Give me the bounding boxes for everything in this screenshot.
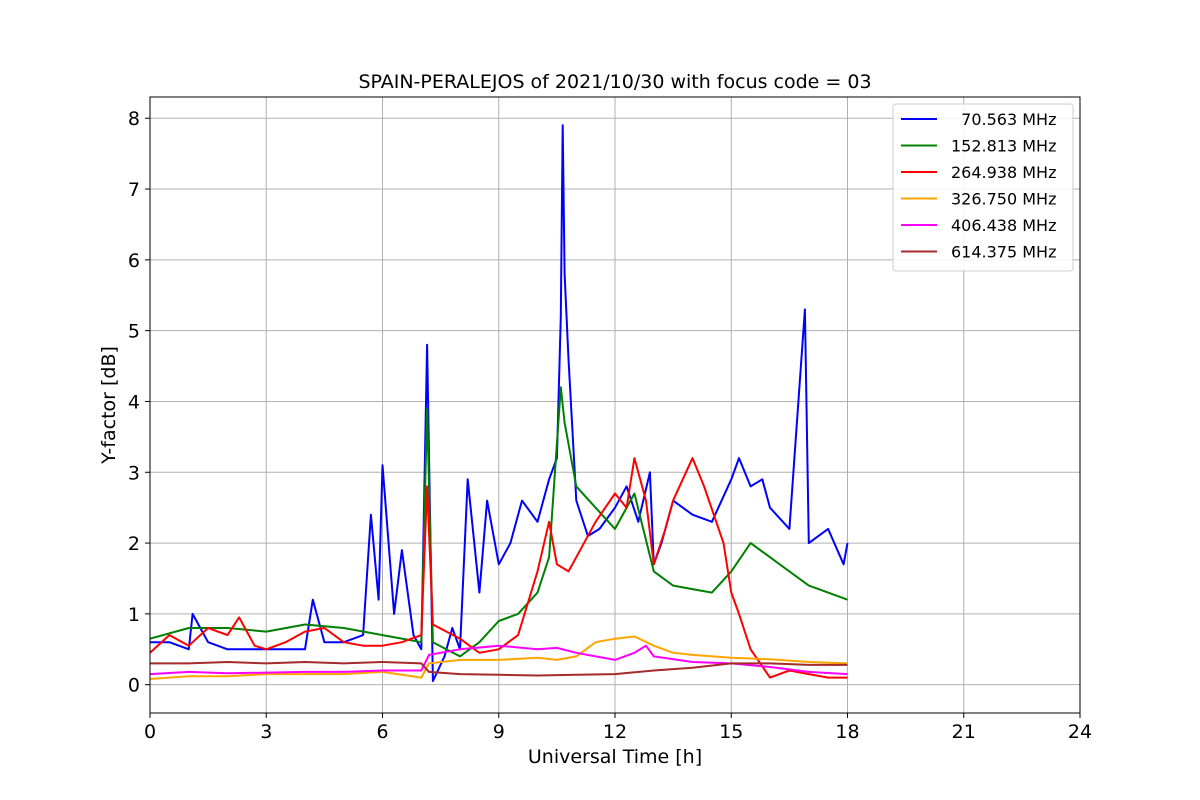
y-tick-label: 8 [128,108,140,130]
series-line-0 [150,124,849,683]
x-axis-label: Universal Time [h] [528,746,702,768]
legend-box [892,103,1074,272]
series-line-2 [149,457,848,679]
chart-title: SPAIN-PERALEJOS of 2021/10/30 with focus… [358,71,871,93]
x-axis: 0 3 6 9 12 15 18 21 24 [144,713,1092,743]
series-line-4 [149,644,848,676]
y-tick-label: 7 [128,179,140,201]
series-line-3 [149,635,848,680]
legend-label: 70.563 MHz [951,110,1056,129]
x-tick-label: 15 [719,721,743,743]
y-tick-label: 0 [128,675,140,697]
y-axis: 0 1 2 3 4 5 6 7 8 [128,108,150,697]
y-tick-label: 3 [128,462,140,484]
y-tick-label: 1 [128,604,140,626]
legend-label: 614.375 MHz [951,243,1056,262]
x-tick-label: 24 [1068,721,1092,743]
y-axis-label: Y-factor [dB] [98,346,120,465]
legend-label: 264.938 MHz [951,163,1056,182]
x-tick-label: 18 [835,721,859,743]
plot-area [149,124,849,683]
series-line-1 [149,386,848,658]
y-tick-label: 5 [128,321,140,343]
series-line-5 [150,661,848,677]
x-tick-label: 6 [376,721,388,743]
legend-label: 406.438 MHz [951,216,1056,235]
legend-label: 152.813 MHz [951,137,1056,156]
legend-label: 326.750 MHz [951,190,1056,209]
x-tick-label: 3 [260,721,272,743]
x-tick-label: 9 [493,721,505,743]
legend: 70.563 MHz 152.813 MHz 264.938 MHz 326.750 … [892,103,1074,272]
y-tick-label: 4 [128,391,140,413]
y-tick-label: 2 [128,533,140,555]
y-tick-label: 6 [128,250,140,272]
x-tick-label: 21 [952,721,976,743]
x-tick-label: 0 [144,721,156,743]
x-tick-label: 12 [603,721,627,743]
